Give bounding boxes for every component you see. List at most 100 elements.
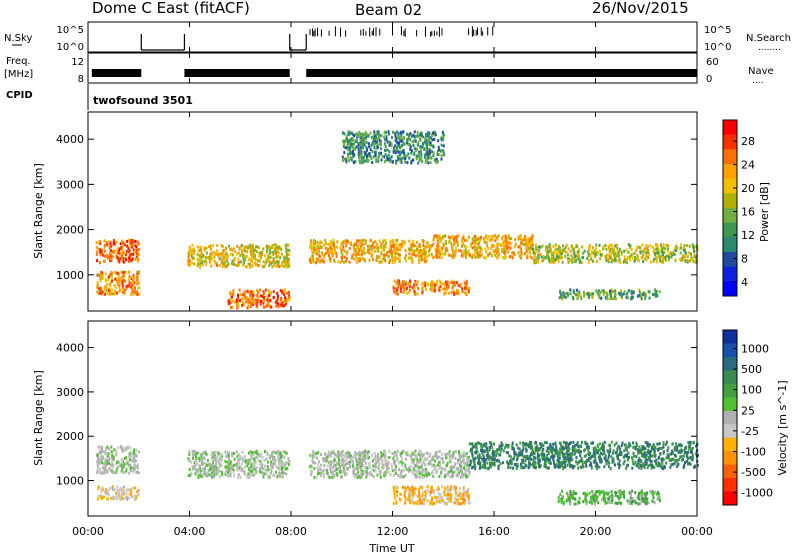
power-echo-cell — [121, 288, 124, 292]
velocity-echo-cell — [241, 467, 244, 471]
power-echo-cell — [395, 250, 398, 254]
power-echo-cell — [342, 247, 345, 251]
power-echo-cell — [468, 286, 471, 290]
power-echo-cell — [400, 243, 403, 247]
velocity-echo-cell — [435, 496, 438, 499]
velocity-echo-cell — [376, 458, 379, 462]
nave-tick-top: 60 — [706, 57, 719, 68]
power-echo-cell — [360, 156, 363, 160]
velocity-echo-cell — [260, 452, 263, 456]
power-echo-cell — [445, 242, 448, 246]
velocity-echo-cell — [468, 459, 471, 463]
velocity-echo-cell — [237, 453, 240, 457]
velocity-echo-cell — [460, 465, 463, 469]
power-echo-cell — [648, 252, 651, 256]
power-echo-cell — [315, 257, 318, 261]
power-echo-cell — [279, 303, 282, 307]
power-echo-cell — [609, 297, 612, 300]
velocity-echo-cell — [224, 471, 227, 474]
velocity-echo-cell — [133, 498, 136, 501]
power-echo-cell — [416, 240, 418, 244]
velocity-echo-cell — [445, 496, 448, 500]
velocity-echo-cell — [460, 470, 463, 474]
power-echo-cell — [108, 251, 111, 255]
velocity-echo-cell — [459, 497, 462, 500]
power-echo-cell — [662, 256, 665, 259]
power-echo-cell — [614, 257, 616, 261]
power-echo-cell — [415, 247, 418, 251]
power-echo-cell — [433, 255, 435, 259]
power-echo-cell — [426, 255, 429, 259]
power-echo-cell — [395, 256, 398, 260]
power-echo-cell — [537, 253, 540, 257]
velocity-echo-cell — [399, 472, 402, 476]
power-echo-cell — [647, 249, 650, 252]
power-echo-cell — [519, 245, 522, 249]
velocity-echo-cell — [413, 468, 416, 472]
power-echo-cell — [434, 283, 437, 287]
velocity-echo-cell — [271, 465, 274, 469]
power-echo-cell — [517, 251, 520, 255]
velocity-echo-cell — [365, 468, 368, 472]
velocity-echo-cell — [270, 460, 273, 464]
power-echo-cell — [549, 245, 552, 249]
power-echo-cell — [592, 292, 595, 296]
power-echo-cell — [521, 238, 524, 242]
velocity-echo-cell — [402, 485, 404, 489]
power-echo-cell — [311, 248, 314, 252]
velocity-echo-cell — [231, 452, 233, 456]
velocity-echo-cell — [384, 473, 387, 477]
velocity-echo-cell — [340, 456, 343, 460]
power-echo-cell — [471, 256, 474, 259]
power-echo-cell — [501, 247, 504, 251]
power-echo-cell — [318, 244, 321, 248]
power-echo-cell — [421, 145, 424, 149]
velocity-echo-cell — [393, 489, 396, 493]
power-echo-cell — [530, 256, 533, 260]
power-echo-cell — [339, 246, 342, 250]
power-echo-cell — [104, 292, 107, 296]
velocity-echo-cell — [204, 473, 207, 477]
power-echo-cell — [362, 156, 365, 159]
velocity-echo-cell — [332, 460, 335, 464]
velocity-echo-cell — [455, 494, 458, 497]
power-echo-cell — [619, 261, 622, 265]
velocity-echo-cell — [447, 493, 450, 497]
velocity-echo-cell — [449, 469, 452, 473]
power-echo-cell — [476, 238, 479, 241]
power-echo-cell — [363, 251, 366, 255]
velocity-echo-cell — [334, 464, 337, 468]
power-echo-cell — [250, 251, 253, 255]
velocity-echo-cell — [355, 452, 358, 456]
velocity-echo-cell — [269, 454, 272, 458]
power-echo-cell — [556, 247, 559, 251]
velocity-echo-cell — [414, 464, 417, 468]
velocity-echo-cell — [232, 464, 235, 467]
power-echo-cell — [417, 155, 420, 159]
velocity-echo-cell — [384, 450, 387, 454]
power-echo-cell — [364, 151, 367, 155]
power-echo-cell — [435, 161, 438, 164]
velocity-echo-cell — [112, 497, 115, 501]
velocity-echo-cell — [357, 462, 360, 466]
power-echo-cell — [377, 156, 380, 160]
power-echo-cell — [277, 255, 280, 258]
power-echo-cell — [444, 280, 447, 284]
power-echo-cell — [118, 260, 121, 264]
power-echo-cell — [616, 247, 619, 251]
velocity-echo-cell — [428, 490, 431, 494]
power-echo-cell — [595, 252, 598, 256]
velocity-echo-cell — [452, 451, 455, 455]
power-echo-cell — [401, 143, 404, 147]
power-echo-cell — [695, 260, 698, 264]
velocity-echo-cell — [443, 489, 446, 493]
velocity-echo-cell — [214, 458, 217, 462]
power-echo-cell — [345, 252, 348, 256]
power-echo-cell — [397, 154, 400, 158]
power-echo-cell — [116, 280, 118, 284]
velocity-echo-cell — [456, 497, 459, 501]
velocity-echo-cell — [414, 501, 417, 505]
velocity-echo-cell — [456, 474, 459, 478]
power-echo-cell — [113, 241, 115, 245]
power-echo-cell — [507, 245, 510, 249]
